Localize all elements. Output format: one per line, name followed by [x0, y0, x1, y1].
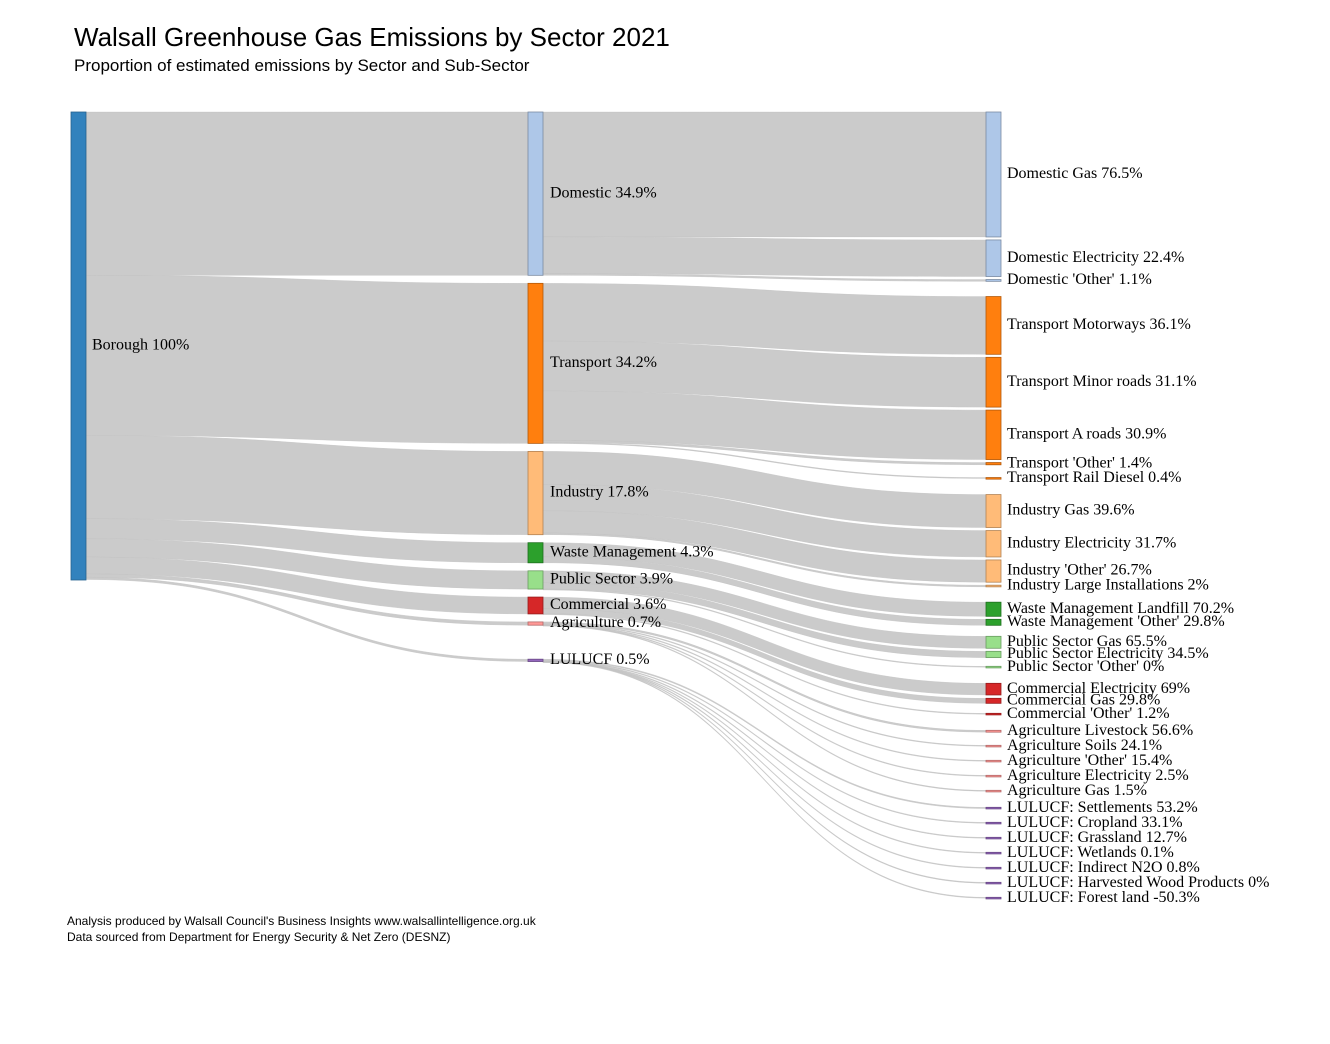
- node-lulucf-harvested-wood-products[interactable]: [985, 881, 1002, 885]
- node-commercial-other[interactable]: [985, 712, 1002, 716]
- node-agriculture[interactable]: [527, 621, 544, 626]
- node-commercial[interactable]: [527, 596, 544, 615]
- link-lulucf-to-lulucf-harvested-wood-products[interactable]: [542, 661, 987, 884]
- label-agriculture-livestock: Agriculture Livestock 56.6%: [1007, 722, 1193, 739]
- label-waste-management-other: Waste Management 'Other' 29.8%: [1007, 613, 1225, 630]
- node-industry-gas[interactable]: [985, 494, 1002, 528]
- node-domestic-gas[interactable]: [985, 111, 1002, 238]
- label-waste-management-landfill: Waste Management Landfill 70.2%: [1007, 600, 1234, 617]
- label-lulucf-wetlands: LULUCF: Wetlands 0.1%: [1007, 844, 1174, 861]
- node-agriculture-livestock[interactable]: [985, 729, 1002, 733]
- node-lulucf-settlements[interactable]: [985, 806, 1002, 810]
- sankey-links: [85, 111, 987, 899]
- node-lulucf-grassland[interactable]: [985, 836, 1002, 840]
- label-transport-rail-diesel: Transport Rail Diesel 0.4%: [1007, 469, 1182, 486]
- node-agriculture-gas[interactable]: [985, 789, 1002, 793]
- link-borough-to-domestic[interactable]: [85, 111, 529, 276]
- link-borough-to-transport[interactable]: [85, 275, 529, 444]
- label-public-sector-gas: Public Sector Gas 65.5%: [1007, 633, 1167, 650]
- node-transport-minor-roads[interactable]: [985, 356, 1002, 408]
- label-lulucf-indirect-n2o: LULUCF: Indirect N2O 0.8%: [1007, 859, 1200, 876]
- label-industry: Industry 17.8%: [550, 484, 649, 501]
- label-agriculture-gas: Agriculture Gas 1.5%: [1007, 782, 1147, 799]
- label-industry-other: Industry 'Other' 26.7%: [1007, 562, 1152, 579]
- node-industry-large-installations[interactable]: [985, 584, 1002, 588]
- label-waste-management: Waste Management 4.3%: [550, 543, 714, 560]
- label-agriculture-other: Agriculture 'Other' 15.4%: [1007, 752, 1172, 769]
- label-transport-a-roads: Transport A roads 30.9%: [1007, 425, 1166, 442]
- node-industry[interactable]: [527, 450, 544, 536]
- label-transport-minor-roads: Transport Minor roads 31.1%: [1007, 373, 1197, 390]
- node-public-sector-other[interactable]: [985, 665, 1002, 669]
- node-agriculture-other[interactable]: [985, 759, 1002, 763]
- label-agriculture-electricity: Agriculture Electricity 2.5%: [1007, 767, 1189, 784]
- label-lulucf: LULUCF 0.5%: [550, 651, 650, 668]
- label-agriculture-soils: Agriculture Soils 24.1%: [1007, 737, 1162, 754]
- label-lulucf-cropland: LULUCF: Cropland 33.1%: [1007, 814, 1183, 831]
- label-lulucf-harvested-wood-products: LULUCF: Harvested Wood Products 0%: [1007, 874, 1269, 891]
- node-transport-other[interactable]: [985, 462, 1002, 466]
- label-public-sector: Public Sector 3.9%: [550, 571, 673, 588]
- label-agriculture: Agriculture 0.7%: [550, 614, 661, 631]
- label-commercial-other: Commercial 'Other' 1.2%: [1007, 705, 1170, 722]
- label-industry-gas: Industry Gas 39.6%: [1007, 502, 1135, 519]
- node-waste-management-landfill[interactable]: [985, 601, 1002, 617]
- node-public-sector-gas[interactable]: [985, 635, 1002, 649]
- label-borough: Borough 100%: [92, 337, 189, 354]
- node-public-sector-electricity[interactable]: [985, 650, 1002, 659]
- label-domestic-other: Domestic 'Other' 1.1%: [1007, 271, 1152, 288]
- label-public-sector-electricity: Public Sector Electricity 34.5%: [1007, 645, 1209, 662]
- node-lulucf-forest-land[interactable]: [985, 896, 1002, 900]
- sankey-labels: Borough 100% Domestic 34.9% Domestic Gas 7…: [92, 165, 1269, 906]
- node-transport-rail-diesel[interactable]: [985, 477, 1002, 480]
- node-domestic-electricity[interactable]: [985, 239, 1002, 277]
- label-industry-large-installations: Industry Large Installations 2%: [1007, 577, 1209, 594]
- node-industry-other[interactable]: [985, 559, 1002, 583]
- label-commercial-gas: Commercial Gas 29.8%: [1007, 691, 1160, 708]
- label-lulucf-grassland: LULUCF: Grassland 12.7%: [1007, 829, 1187, 846]
- label-lulucf-settlements: LULUCF: Settlements 53.2%: [1007, 799, 1198, 816]
- node-industry-electricity[interactable]: [985, 530, 1002, 558]
- node-waste-management[interactable]: [527, 542, 544, 564]
- label-domestic-electricity: Domestic Electricity 22.4%: [1007, 249, 1184, 266]
- node-lulucf[interactable]: [527, 658, 544, 662]
- label-lulucf-forest-land: LULUCF: Forest land -50.3%: [1007, 889, 1200, 906]
- link-domestic-to-domestic-electricity[interactable]: [542, 236, 987, 277]
- node-lulucf-wetlands[interactable]: [985, 851, 1002, 855]
- sankey-nodes: [70, 111, 1002, 900]
- label-transport: Transport 34.2%: [550, 354, 657, 371]
- label-transport-motorways: Transport Motorways 36.1%: [1007, 316, 1191, 333]
- node-commercial-electricity[interactable]: [985, 682, 1002, 696]
- node-transport-motorways[interactable]: [985, 296, 1002, 355]
- node-agriculture-soils[interactable]: [985, 744, 1002, 748]
- node-waste-management-other[interactable]: [985, 618, 1002, 626]
- footer-analysis-credit: Analysis produced by Walsall Council's B…: [67, 914, 536, 928]
- node-lulucf-indirect-n2o[interactable]: [985, 866, 1002, 870]
- label-domestic-gas: Domestic Gas 76.5%: [1007, 165, 1143, 182]
- node-borough[interactable]: [70, 111, 87, 581]
- node-public-sector[interactable]: [527, 570, 544, 590]
- link-domestic-to-domestic-gas[interactable]: [542, 111, 987, 238]
- node-commercial-gas[interactable]: [985, 697, 1002, 704]
- node-agriculture-electricity[interactable]: [985, 774, 1002, 778]
- node-transport-a-roads[interactable]: [985, 409, 1002, 460]
- chart-subtitle: Proportion of estimated emissions by Sec…: [74, 56, 530, 75]
- node-domestic[interactable]: [527, 111, 544, 276]
- chart-title: Walsall Greenhouse Gas Emissions by Sect…: [74, 22, 670, 52]
- label-public-sector-other: Public Sector 'Other' 0%: [1007, 658, 1164, 675]
- footer-data-source: Data sourced from Department for Energy …: [67, 930, 451, 944]
- node-domestic-other[interactable]: [985, 279, 1002, 282]
- label-domestic: Domestic 34.9%: [550, 184, 657, 201]
- label-commercial-electricity: Commercial Electricity 69%: [1007, 680, 1190, 697]
- label-industry-electricity: Industry Electricity 31.7%: [1007, 534, 1176, 551]
- label-transport-other: Transport 'Other' 1.4%: [1007, 454, 1152, 471]
- node-lulucf-cropland[interactable]: [985, 821, 1002, 825]
- node-transport[interactable]: [527, 282, 544, 444]
- label-commercial: Commercial 3.6%: [550, 596, 666, 613]
